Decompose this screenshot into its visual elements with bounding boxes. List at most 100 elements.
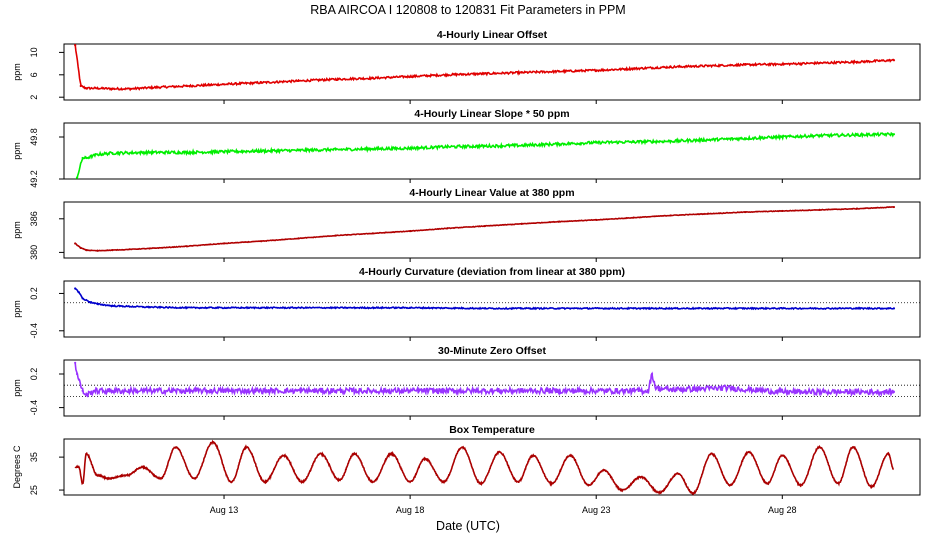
data-point [111,87,114,90]
y-tick-label: 35 [29,452,39,462]
data-point [222,83,226,86]
data-point [483,72,486,75]
data-point [77,378,80,381]
data-point [81,389,84,392]
y-tick-label: -0.4 [29,323,39,339]
data-point [669,214,672,217]
y-tick-label: 0.2 [29,368,39,381]
x-tick-label: Aug 18 [396,505,425,515]
y-tick-label: 2 [29,95,39,100]
data-point [85,394,88,397]
data-point [632,307,635,310]
data-point [148,247,151,250]
data-point [409,306,412,309]
plot-frame [63,43,921,101]
data-point [650,372,654,376]
data-point [520,222,523,225]
data-point [222,150,226,153]
data-point [743,210,747,214]
figure-title: RBA AIRCOA I 120808 to 120831 Fit Parame… [310,3,625,17]
data-point [409,75,412,78]
data-point [892,59,896,62]
data-point [111,389,114,392]
data-point [409,147,412,150]
data-point [855,390,858,394]
data-point [371,232,375,235]
data-point [74,242,77,245]
data-point [111,249,114,252]
data-point [85,249,88,252]
data-point [781,307,784,310]
y-tick-label: 49.2 [29,170,39,188]
data-point [334,148,337,151]
data-point [743,63,747,66]
series-line [75,288,895,311]
data-point [409,230,412,233]
data-point [75,372,79,376]
data-point [557,307,561,310]
data-point [654,386,657,390]
data-point [260,306,263,309]
panel-1: 4-Hourly Linear Offset ppm 2 6 10 [12,29,921,104]
data-point [818,134,821,137]
data-point [79,84,82,88]
data-point [818,61,821,65]
data-point [557,389,561,392]
panel-5: 30-Minute Zero Offset ppm -0.4 0.2 [12,345,921,420]
y-tick-label: 10 [29,47,39,57]
data-point [81,156,84,160]
data-point [446,145,449,148]
y-axis-label: ppm [12,142,22,160]
panel-4: 4-Hourly Curvature (deviation from linea… [12,266,921,341]
panel-6: Box Temperature Degrees C 25 35 Aug 13 Aug 18… [12,424,921,515]
panel-2: 4-Hourly Linear Slope * 50 ppm ppm 49.2 49.… [12,108,921,188]
panel-title: 4-Hourly Linear Value at 380 ppm [409,187,574,199]
x-axis-label: Date (UTC) [436,519,500,533]
data-point [260,240,263,243]
panel-title: 30-Minute Zero Offset [438,345,546,357]
panel-title: 4-Hourly Curvature (deviation from linea… [359,266,625,278]
data-point [79,246,82,250]
data-point [260,149,263,153]
data-point [260,81,263,84]
data-point [595,218,598,222]
data-point [222,242,226,245]
data-point [855,207,858,210]
x-tick-label: Aug 23 [582,505,611,515]
data-point [371,147,375,150]
data-point [725,386,728,390]
data-point [129,87,133,90]
data-point [855,60,858,64]
data-point [706,138,709,141]
data-point [669,65,672,69]
series-line [74,206,895,252]
data-point [334,78,337,81]
panel-title: 4-Hourly Linear Slope * 50 ppm [414,108,569,120]
data-point [77,291,80,294]
data-point [297,79,300,83]
data-point [371,77,375,80]
y-axis-label: ppm [12,221,22,239]
data-point [85,87,88,90]
data-point [483,145,486,148]
x-tick-label: Aug 13 [210,505,239,515]
data-point [706,64,709,67]
series-line [76,131,895,179]
data-point [557,220,561,223]
data-point [892,307,896,310]
data-point [781,135,784,139]
data-point [148,306,151,309]
data-point [111,304,114,307]
data-point [185,151,188,154]
data-point [185,84,188,88]
data-point [520,71,523,74]
data-point [483,307,486,310]
y-tick-label: -0.4 [29,400,39,416]
data-point [74,361,77,364]
data-point [297,237,300,240]
data-point [185,389,188,392]
data-point [74,44,77,47]
data-point [483,389,486,392]
plot-frame [63,359,921,417]
data-point [669,140,672,143]
